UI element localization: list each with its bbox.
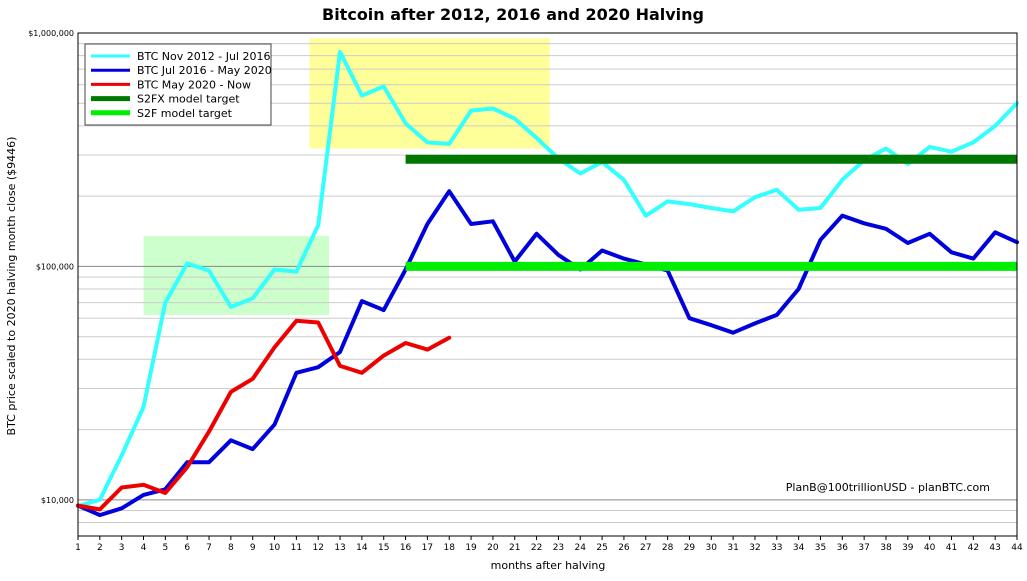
- highlight-box-2: [309, 38, 550, 149]
- plot-frame: [77, 32, 1018, 537]
- x-tick-label: 25: [596, 543, 607, 553]
- highlight-boxes: [143, 38, 550, 315]
- x-tick-label: 36: [837, 543, 849, 553]
- y-tick-label: $1,000,000: [28, 29, 74, 38]
- x-tick-label: 8: [228, 543, 234, 553]
- credit-text: PlanB@100trillionUSD - planBTC.com: [786, 481, 990, 494]
- highlight-box-1: [143, 235, 330, 315]
- legend-label: S2FX model target: [137, 93, 240, 106]
- legend-label: BTC Nov 2012 - Jul 2016: [137, 50, 270, 63]
- x-tick-label: 23: [553, 543, 564, 553]
- x-tick-label: 34: [793, 543, 805, 553]
- x-tick-label: 14: [356, 543, 368, 553]
- x-tick-label: 24: [575, 543, 587, 553]
- x-tick-label: 30: [706, 543, 718, 553]
- x-tick-label: 39: [902, 543, 914, 553]
- x-tick-label: 10: [269, 543, 281, 553]
- x-tick-label: 4: [141, 543, 147, 553]
- x-tick-label: 1: [75, 543, 81, 553]
- x-tick-label: 31: [727, 543, 738, 553]
- x-tick-label: 35: [815, 543, 826, 553]
- x-tick-label: 26: [618, 543, 630, 553]
- x-tick-label: 19: [465, 543, 477, 553]
- x-tick-label: 44: [1011, 543, 1023, 553]
- x-tick-label: 3: [119, 543, 125, 553]
- x-tick-label: 27: [640, 543, 651, 553]
- x-tick-label: 33: [771, 543, 782, 553]
- legend-label: S2F model target: [137, 107, 233, 120]
- series-line-2: [76, 189, 1019, 518]
- x-tick-label: 5: [162, 543, 168, 553]
- series-lines: [76, 49, 1019, 518]
- x-tick-label: 40: [924, 543, 936, 553]
- x-tick-label: 15: [378, 543, 389, 553]
- x-axis-ticks: 1 2 3 4 5 6 7 8 9 10 11 12 13 14 15 16 17 18 19 20 21 22 23 24 2…: [75, 536, 1023, 553]
- x-tick-label: 9: [250, 543, 256, 553]
- x-tick-label: 2: [97, 543, 103, 553]
- legend-label: BTC May 2020 - Now: [137, 78, 251, 91]
- x-tick-label: 12: [312, 543, 323, 553]
- legend-label: BTC Jul 2016 - May 2020: [137, 64, 272, 77]
- x-tick-label: 42: [968, 543, 979, 553]
- series-line-3: [76, 318, 452, 512]
- x-tick-label: 20: [487, 543, 499, 553]
- x-tick-label: 41: [946, 543, 957, 553]
- x-tick-label: 32: [749, 543, 760, 553]
- x-tick-label: 21: [509, 543, 520, 553]
- x-tick-label: 16: [400, 543, 412, 553]
- chart-title: Bitcoin after 2012, 2016 and 2020 Halvin…: [322, 5, 704, 24]
- x-tick-label: 17: [422, 543, 433, 553]
- x-tick-label: 38: [880, 543, 892, 553]
- y-tick-label: $100,000: [36, 262, 74, 271]
- y-axis-ticks: $10,000 $100,000 $1,000,000: [28, 29, 74, 505]
- x-tick-label: 28: [662, 543, 674, 553]
- x-tick-label: 6: [184, 543, 190, 553]
- x-tick-label: 29: [684, 543, 696, 553]
- x-tick-label: 18: [444, 543, 456, 553]
- y-tick-label: $10,000: [41, 496, 74, 505]
- x-tick-label: 7: [206, 543, 212, 553]
- x-tick-label: 22: [531, 543, 542, 553]
- x-tick-label: 37: [858, 543, 869, 553]
- x-tick-label: 11: [291, 543, 302, 553]
- x-axis-label: months after halving: [491, 559, 606, 572]
- x-tick-label: 43: [989, 543, 1000, 553]
- y-axis-label: BTC price scaled to 2020 halving month c…: [5, 137, 18, 436]
- x-tick-label: 13: [334, 543, 345, 553]
